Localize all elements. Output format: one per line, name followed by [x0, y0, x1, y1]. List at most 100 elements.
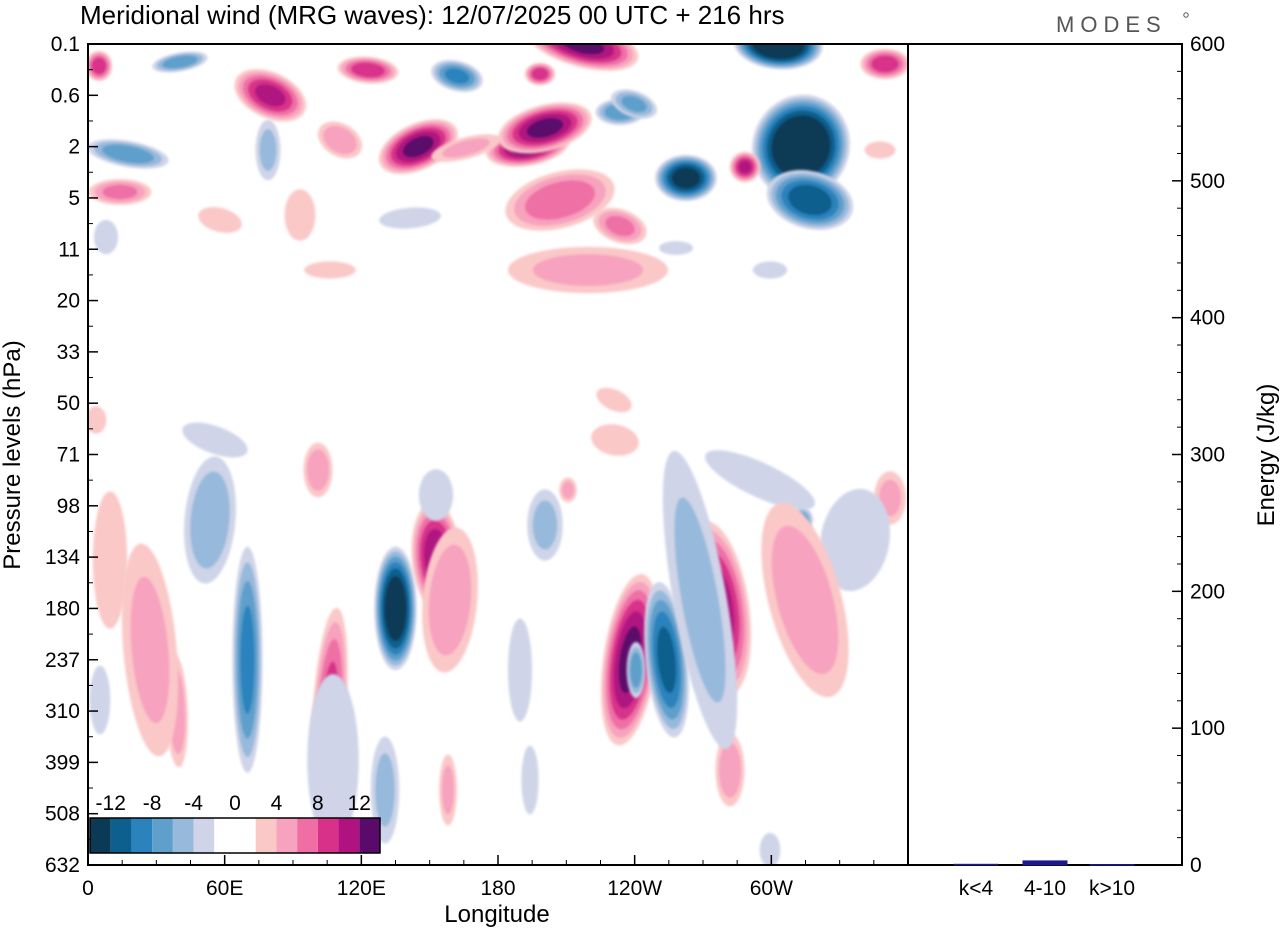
colorbar-swatch: [172, 818, 194, 853]
energy-tick-label: 200: [1190, 580, 1225, 603]
colorbar-swatch: [193, 818, 215, 853]
wind-contour: [611, 89, 657, 119]
colorbar-swatch: [255, 818, 277, 853]
pressure-axis: 0.1 0.6 2 5 11 20 33 50 71 98 134 180 237 310 399 508 63…: [45, 33, 98, 877]
wind-contour: [593, 207, 647, 245]
x-axis-label: Longitude: [444, 901, 549, 928]
y-tick-label: 508: [45, 803, 80, 826]
x-tick-label: 180: [480, 877, 515, 900]
colorbar-label: 0: [229, 792, 241, 815]
wind-contour: [198, 207, 242, 233]
colorbar-swatch: [235, 818, 256, 853]
wind-contour: [752, 261, 788, 279]
x-tick-label: 0: [82, 877, 94, 900]
energy-category-label: 4-10: [1024, 877, 1066, 900]
y-tick-label: 11: [58, 238, 80, 261]
wind-contour: [303, 442, 333, 498]
x-tick-label: 60W: [750, 877, 793, 900]
wind-contour: [88, 406, 107, 434]
wind-contour: [88, 139, 169, 169]
wind-field: [88, 44, 908, 865]
wind-contour: [88, 50, 113, 82]
y-tick-label: 180: [45, 597, 80, 620]
wind-contour: [527, 489, 563, 561]
wind-contour: [715, 733, 745, 807]
wind-contour: [729, 151, 761, 183]
wind-contour: [304, 261, 356, 279]
y-tick-label: 71: [57, 444, 80, 467]
wind-contour: [370, 736, 400, 844]
energy-tick-label: 400: [1190, 307, 1225, 330]
wind-contour: [507, 618, 533, 722]
wind-contour: [591, 424, 639, 456]
wind-contour: [596, 387, 632, 413]
colorbar-swatch: [110, 818, 132, 853]
wind-contour: [121, 543, 179, 757]
brand-logo: MODES: [1056, 12, 1167, 37]
y-tick-label: 5: [68, 187, 80, 210]
wind-contour: [317, 121, 363, 159]
energy-bar: [1022, 860, 1068, 866]
wind-contour: [284, 189, 316, 241]
colorbar-swatch: [152, 818, 173, 853]
energy-bar: [953, 863, 999, 866]
wind-contour: [439, 754, 457, 826]
y-tick-label: 2: [68, 136, 80, 159]
wind-contour: [184, 456, 236, 584]
colorbar-label: -12: [96, 792, 126, 815]
colorbar-label: -8: [143, 792, 162, 815]
wind-contour: [307, 674, 359, 846]
brand-mark-icon: [1183, 12, 1189, 18]
wind-contour: [89, 665, 111, 735]
y-tick-label: 98: [57, 495, 80, 518]
y-tick-label: 33: [57, 341, 80, 364]
wind-contour: [431, 59, 483, 93]
wind-contour: [379, 207, 441, 229]
wind-contour: [759, 832, 781, 865]
y-tick-label: 632: [45, 854, 80, 877]
wind-contour: [521, 745, 539, 815]
colorbar-frame: [89, 817, 381, 854]
wind-contour: [337, 56, 399, 84]
wind-contour: [655, 154, 717, 202]
wind-contour: [761, 502, 849, 698]
wind-contour: [418, 469, 454, 521]
energy-axis: 0 100 200 300 400 500 600: [1172, 33, 1225, 877]
wind-contour: [92, 491, 128, 629]
y-tick-label: 134: [45, 546, 80, 569]
wind-contour: [498, 102, 592, 154]
energy-tick-label: 600: [1190, 33, 1225, 56]
wind-contour: [658, 241, 694, 255]
y-axis-label: Pressure levels (hPa): [0, 340, 26, 569]
energy-tick-label: 500: [1190, 170, 1225, 193]
wind-contour: [507, 246, 669, 294]
colorbar-swatch: [131, 818, 153, 853]
energy-category-label: k>10: [1089, 877, 1135, 900]
wind-feature: [234, 69, 307, 122]
chart-title: Meridional wind (MRG waves): 12/07/2025 …: [80, 0, 785, 30]
wind-contour: [524, 62, 556, 86]
colorbar: -12 -8 -4 0 4 8 12: [89, 792, 381, 854]
colorbar-label: 4: [271, 792, 283, 815]
colorbar-label: -4: [184, 792, 203, 815]
wind-contour: [662, 450, 738, 750]
y-tick-label: 399: [45, 751, 80, 774]
wind-contour: [860, 48, 908, 80]
wind-contour: [431, 134, 501, 162]
wind-contour: [626, 641, 646, 699]
colorbar-label: 8: [312, 792, 324, 815]
x-tick-label: 120W: [607, 877, 662, 900]
wind-contour: [422, 527, 478, 673]
y-tick-label: 0.1: [51, 33, 80, 56]
energy-category-label: k<4: [959, 877, 994, 900]
wind-contour: [505, 169, 615, 231]
energy-tick-label: 300: [1190, 444, 1225, 467]
wind-contour: [93, 219, 119, 255]
energy-axis-label: Energy (J/kg): [1253, 384, 1280, 527]
colorbar-swatch: [359, 818, 380, 853]
colorbar-swatch: [90, 818, 111, 853]
y-tick-label: 50: [57, 392, 80, 415]
wind-feature: [232, 546, 263, 773]
wind-contour: [152, 51, 208, 73]
